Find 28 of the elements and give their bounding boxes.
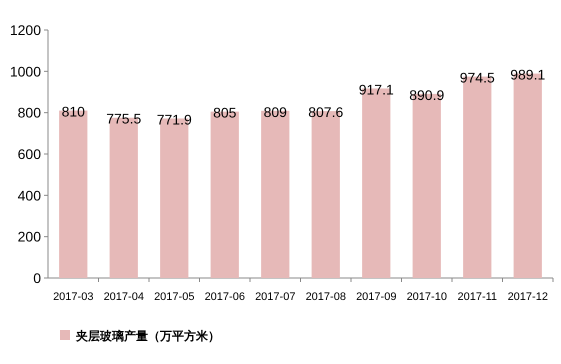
data-label: 771.9 [156,111,192,128]
x-tick-label: 2017-03 [53,291,94,303]
x-tick-label: 2017-06 [204,291,245,303]
x-tick-label: 2017-11 [457,291,498,303]
data-label: 809 [264,104,288,120]
data-label: 805 [213,104,237,121]
x-tick-label: 2017-07 [255,291,296,303]
x-tick-label: 2017-10 [406,291,447,303]
data-label: 917.1 [358,81,394,98]
x-tick-label: 2017-08 [306,291,346,303]
x-tick-label: 2017-12 [508,291,548,303]
data-label: 974.5 [460,70,495,86]
y-tick-label: 1200 [10,22,42,38]
legend-label: 夹层玻璃产量（万平方米） [76,329,220,343]
y-tick-label: 1000 [10,63,42,80]
y-tick-label: 0 [33,270,42,286]
data-label: 775.5 [106,110,142,127]
data-label: 810 [62,104,86,120]
x-tick-label: 2017-04 [104,291,144,303]
x-tick-label: 2017-05 [154,291,194,303]
data-label: 989.1 [510,66,546,83]
x-tick-label: 2017-09 [356,291,396,303]
y-tick-label: 200 [18,228,42,245]
y-tick-label: 600 [18,146,42,162]
y-tick-label: 800 [18,104,42,121]
data-label: 890.9 [409,86,444,103]
data-label: 807.6 [308,104,344,120]
y-tick-label: 400 [18,187,42,204]
